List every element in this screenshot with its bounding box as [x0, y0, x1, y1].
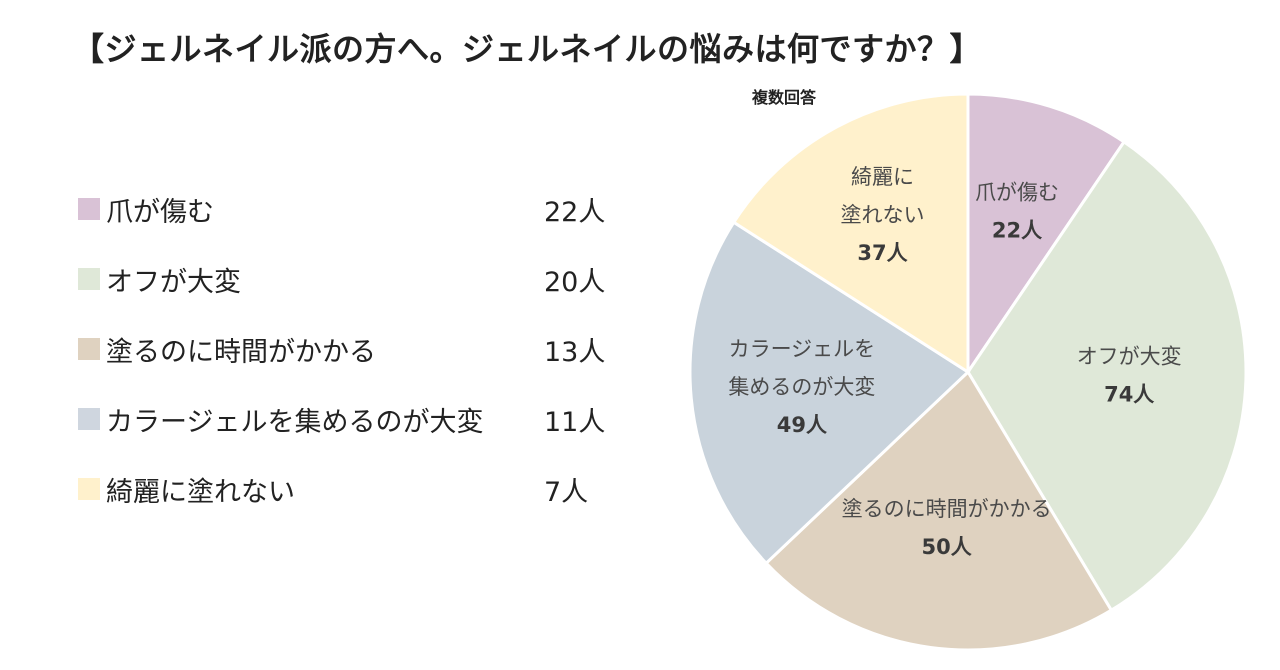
slice-label: 綺麗に — [851, 165, 914, 189]
legend-item: 綺麗に塗れない 7人 — [78, 465, 618, 513]
slice-value-label: 74人 — [1104, 382, 1154, 406]
legend-value: 20人 — [544, 266, 606, 298]
chart-subtitle: 複数回答 — [752, 88, 817, 107]
legend-swatch — [78, 268, 100, 290]
legend-swatch — [78, 408, 100, 430]
pie-slice — [764, 369, 1114, 652]
slice-label: 塗るのに時間がかかる — [842, 497, 1052, 521]
slice-value-label: 49人 — [777, 413, 827, 437]
legend-item: カラージェルを集めるのが大変 11人 — [78, 395, 618, 443]
chart-title: 【ジェルネイル派の方へ。ジェルネイルの悩みは何ですか？】 — [72, 30, 983, 68]
legend-label: オフが大変 — [106, 266, 241, 298]
legend-label: 爪が傷む — [106, 196, 214, 228]
legend-value: 13人 — [544, 336, 606, 368]
legend-swatch — [78, 478, 100, 500]
legend-label: カラージェルを集めるのが大変 — [106, 406, 484, 438]
legend-item: 塗るのに時間がかかる 13人 — [78, 325, 618, 373]
slice-label: 塗れない — [841, 203, 925, 227]
slice-label: オフが大変 — [1077, 344, 1182, 368]
pie-slice — [966, 139, 1248, 613]
pie-slice — [688, 220, 971, 566]
slice-value-label: 37人 — [857, 241, 907, 265]
legend-value: 7人 — [544, 476, 589, 508]
legend: 爪が傷む 22人 オフが大変 20人 塗るのに時間がかかる 13人 カラージェル… — [78, 185, 618, 535]
legend-swatch — [78, 338, 100, 360]
legend-label: 綺麗に塗れない — [106, 476, 295, 508]
legend-item: オフが大変 20人 — [78, 255, 618, 303]
legend-value: 11人 — [544, 406, 606, 438]
pie-slice — [731, 92, 970, 375]
legend-swatch — [78, 198, 100, 220]
legend-item: 爪が傷む 22人 — [78, 185, 618, 233]
legend-label: 塗るのに時間がかかる — [106, 336, 376, 368]
slice-label: 集めるのが大変 — [728, 375, 875, 399]
slice-value-label: 50人 — [921, 535, 971, 559]
slice-label: カラージェルを — [729, 337, 876, 361]
pie-slice — [966, 92, 1127, 377]
legend-value: 22人 — [544, 196, 606, 228]
slice-label: 爪が傷む — [975, 181, 1059, 205]
slice-value-label: 22人 — [992, 219, 1042, 243]
